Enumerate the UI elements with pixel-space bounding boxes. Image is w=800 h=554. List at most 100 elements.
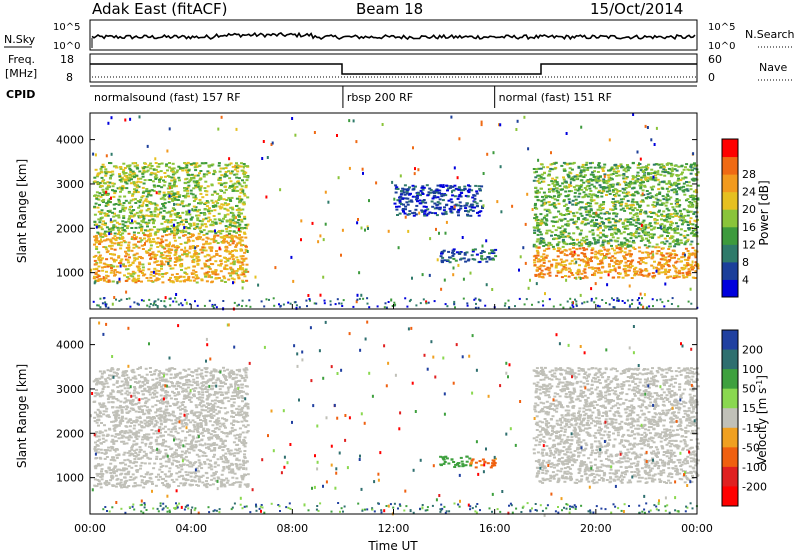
range-cell <box>137 222 141 225</box>
range-cell <box>106 200 110 203</box>
range-cell <box>139 216 143 218</box>
range-cell <box>473 248 477 251</box>
noise-cell <box>214 229 216 233</box>
range-cell <box>469 208 473 211</box>
noise-cell <box>458 137 461 141</box>
near-range-cell <box>475 302 477 305</box>
near-range-cell <box>203 304 206 307</box>
range-cell <box>206 253 210 256</box>
range-cell <box>155 277 159 280</box>
range-cell <box>615 183 619 186</box>
range-cell <box>212 255 216 258</box>
range-cell <box>626 274 630 277</box>
range-cell <box>594 225 598 227</box>
range-cell <box>681 272 685 275</box>
range-cell <box>203 246 207 249</box>
range-cell <box>178 194 182 197</box>
range-cell <box>436 189 440 192</box>
range-cell <box>105 248 109 251</box>
range-cell <box>189 475 193 478</box>
range-cell <box>594 270 598 273</box>
range-cell <box>110 228 114 231</box>
range-cell <box>687 268 691 271</box>
range-cell <box>589 209 593 212</box>
range-cell <box>568 270 572 273</box>
range-cell <box>119 260 123 262</box>
range-cell <box>651 235 655 238</box>
noise-cell <box>607 273 610 277</box>
range-cell <box>634 232 638 235</box>
range-cell <box>480 255 484 258</box>
range-cell <box>665 216 669 218</box>
range-cell <box>632 214 636 216</box>
range-cell <box>413 211 417 214</box>
range-cell <box>111 211 114 214</box>
range-cell <box>605 253 609 256</box>
range-cell <box>149 257 153 260</box>
range-cell <box>631 162 635 165</box>
range-cell <box>674 276 678 279</box>
range-cell <box>421 185 425 188</box>
range-cell <box>152 184 156 187</box>
range-cell <box>689 263 693 266</box>
range-cell <box>690 227 694 229</box>
range-cell <box>625 239 629 242</box>
range-cell <box>157 272 161 275</box>
range-cell <box>693 252 697 255</box>
range-cell <box>642 169 645 172</box>
range-cell <box>678 204 682 206</box>
range-cell <box>649 178 653 181</box>
noise-cell <box>184 246 187 250</box>
range-cell <box>581 220 585 223</box>
range-cell <box>169 280 173 283</box>
range-cell <box>98 254 102 257</box>
range-cell <box>122 202 126 204</box>
range-cell <box>225 250 229 253</box>
range-cell <box>597 162 601 165</box>
range-cell <box>594 178 598 181</box>
range-cell <box>169 248 173 251</box>
range-cell <box>174 192 178 195</box>
range-cell <box>106 238 109 241</box>
range-cell <box>160 252 163 255</box>
range-cell <box>122 209 126 212</box>
range-cell <box>130 236 134 239</box>
range-cell <box>168 233 172 236</box>
range-cell <box>154 369 158 371</box>
range-cell <box>213 209 217 212</box>
range-cell <box>585 218 589 221</box>
range-cell <box>101 188 105 191</box>
range-cell <box>191 239 195 242</box>
noise-cell <box>397 246 400 250</box>
range-cell <box>232 217 236 220</box>
range-cell <box>676 183 680 185</box>
range-cell <box>397 205 401 208</box>
range-cell <box>218 170 222 173</box>
range-cell <box>202 234 206 236</box>
range-cell <box>407 213 411 216</box>
range-cell <box>685 209 689 212</box>
range-cell <box>170 176 174 179</box>
range-cell <box>113 192 117 195</box>
range-cell <box>195 255 199 258</box>
range-cell <box>129 215 133 218</box>
range-cell <box>657 246 661 249</box>
range-cell <box>137 405 141 408</box>
range-cell <box>606 270 610 273</box>
range-cell <box>674 215 678 217</box>
range-cell <box>203 208 207 211</box>
range-cell <box>176 228 180 231</box>
range-cell <box>106 203 110 206</box>
range-cell <box>603 187 607 190</box>
range-cell <box>664 256 668 259</box>
range-cell <box>229 453 233 456</box>
range-cell <box>578 192 582 195</box>
range-cell <box>696 267 700 270</box>
range-cell <box>572 179 576 182</box>
range-cell <box>568 167 572 170</box>
range-cell <box>548 271 552 274</box>
range-cell <box>222 256 226 259</box>
range-cell <box>682 185 686 188</box>
range-cell <box>648 236 652 239</box>
range-cell <box>598 205 602 207</box>
